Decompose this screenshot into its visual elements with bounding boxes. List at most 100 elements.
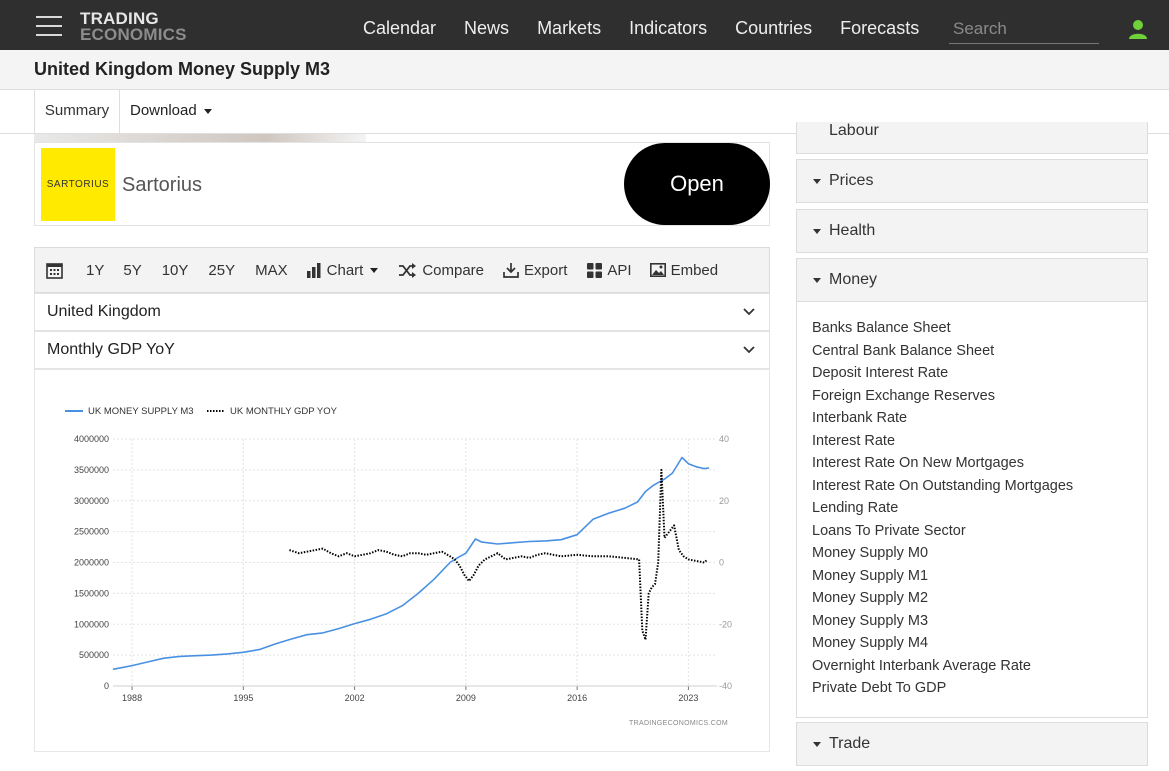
sidebar-item-trade[interactable]: Trade bbox=[796, 722, 1148, 766]
y-right-tick-label: -40 bbox=[719, 681, 732, 691]
range-10y-button[interactable]: 10Y bbox=[161, 261, 189, 279]
sidebar-item-health[interactable]: Health bbox=[796, 209, 1148, 253]
money-indicator-link[interactable]: Private Debt To GDP bbox=[812, 680, 947, 696]
y-left-tick-label: 3500000 bbox=[74, 465, 109, 475]
tab-download-label: Download bbox=[130, 102, 197, 119]
search-input[interactable] bbox=[949, 14, 1099, 44]
range-25y-button[interactable]: 25Y bbox=[208, 261, 236, 279]
x-tick-label: 2023 bbox=[678, 693, 698, 703]
chart-container: 0 500000 1000000 1500000 2000000 2500000 30000… bbox=[34, 369, 770, 752]
x-tick-label: 2002 bbox=[345, 693, 365, 703]
money-indicator-link[interactable]: Money Supply M0 bbox=[812, 545, 929, 561]
sidebar-item-labour-label: Labour bbox=[829, 122, 879, 139]
money-supply-chart: 0 500000 1000000 1500000 2000000 2500000 30000… bbox=[65, 406, 732, 727]
range-1y-button[interactable]: 1Y bbox=[86, 261, 105, 279]
chart-type-button[interactable]: Chart bbox=[306, 262, 379, 279]
range-5y-button[interactable]: 5Y bbox=[123, 261, 142, 279]
chart-watermark: TRADINGECONOMICS.COM bbox=[629, 720, 728, 727]
money-indicator-link[interactable]: Money Supply M3 bbox=[812, 612, 929, 629]
top-navbar: TRADING ECONOMICS Calendar News Markets … bbox=[0, 0, 1169, 50]
caret-down-icon bbox=[813, 229, 821, 234]
logo-line-2: ECONOMICS bbox=[80, 25, 187, 44]
nav-markets[interactable]: Markets bbox=[537, 18, 602, 38]
compare-indicator-select[interactable]: Monthly GDP YoY bbox=[34, 331, 770, 369]
y-right-tick-label: 40 bbox=[719, 434, 729, 444]
ad-open-button[interactable]: Open bbox=[624, 143, 770, 225]
api-button[interactable]: API bbox=[587, 262, 632, 279]
calendar-icon[interactable] bbox=[46, 262, 68, 279]
y-right-tick-label: -20 bbox=[719, 619, 732, 629]
money-indicator-link[interactable]: Interbank Rate bbox=[812, 410, 908, 426]
ad-image-strip bbox=[34, 134, 366, 142]
caret-down-icon bbox=[203, 108, 212, 114]
export-label: Export bbox=[524, 261, 568, 279]
ad-name: Sartorius bbox=[122, 174, 203, 196]
tab-download[interactable]: Download bbox=[130, 90, 212, 134]
nav-indicators[interactable]: Indicators bbox=[629, 18, 708, 38]
money-indicator-link[interactable]: Overnight Interbank Average Rate bbox=[812, 657, 1031, 674]
sidebar-item-label: Health bbox=[829, 222, 876, 239]
range-max-button[interactable]: MAX bbox=[255, 261, 288, 279]
chart-type-label: Chart bbox=[326, 261, 364, 279]
y-left-tick-label: 2000000 bbox=[74, 558, 109, 568]
chevron-down-icon bbox=[743, 346, 755, 354]
money-indicator-link[interactable]: Banks Balance Sheet bbox=[812, 320, 951, 336]
export-button[interactable]: Export bbox=[503, 262, 567, 279]
y-left-tick-label: 2500000 bbox=[74, 527, 109, 537]
sidebar-item-label: Money bbox=[829, 271, 878, 288]
y-left-tick-label: 0 bbox=[104, 681, 109, 691]
sidebar-item-money[interactable]: Money bbox=[796, 258, 1148, 302]
bar-chart-icon bbox=[306, 262, 321, 278]
sidebar-item-label: Trade bbox=[829, 735, 871, 752]
caret-down-icon bbox=[370, 267, 379, 273]
embed-label: Embed bbox=[670, 261, 719, 279]
nav-countries[interactable]: Countries bbox=[735, 18, 813, 38]
chart-toolbar: 1Y 5Y 10Y 25Y MAX Chart Compare Export A… bbox=[34, 247, 770, 293]
y-left-tick-label: 3000000 bbox=[74, 496, 109, 506]
hamburger-icon[interactable] bbox=[36, 16, 62, 36]
money-indicator-link[interactable]: Interest Rate On Outstanding Mortgages bbox=[812, 477, 1074, 494]
y-right-tick-label: 20 bbox=[719, 496, 729, 506]
sidebar-item-label: Prices bbox=[829, 172, 874, 189]
download-icon bbox=[503, 263, 519, 278]
series-line-0 bbox=[112, 456, 710, 671]
user-icon[interactable] bbox=[1128, 19, 1148, 39]
sidebar-item-prices[interactable]: Prices bbox=[796, 159, 1148, 203]
ad-banner[interactable]: SARTORIUS Sartorius Open bbox=[34, 142, 770, 226]
compare-button[interactable]: Compare bbox=[398, 262, 484, 279]
image-icon bbox=[649, 263, 666, 277]
money-indicator-list: Banks Balance Sheet Central Bank Balance … bbox=[796, 302, 1148, 718]
money-indicator-link[interactable]: Money Supply M1 bbox=[812, 567, 929, 584]
chevron-down-icon bbox=[743, 308, 755, 316]
nav-forecasts[interactable]: Forecasts bbox=[840, 18, 920, 38]
main-nav: Calendar News Markets Indicators Countri… bbox=[349, 0, 933, 50]
money-indicator-link[interactable]: Interest Rate On New Mortgages bbox=[812, 455, 1024, 471]
caret-down-icon bbox=[813, 179, 821, 184]
logo-line-1: TRADING bbox=[80, 9, 159, 28]
legend-label: UK MONEY SUPPLY M3 bbox=[88, 406, 194, 417]
money-indicator-link[interactable]: Money Supply M4 bbox=[812, 635, 929, 651]
money-indicator-link[interactable]: Deposit Interest Rate bbox=[812, 365, 949, 381]
y-right-tick-label: 0 bbox=[719, 558, 724, 568]
nav-news[interactable]: News bbox=[464, 18, 510, 38]
money-indicator-link[interactable]: Interest Rate bbox=[812, 432, 896, 449]
x-tick-label: 1995 bbox=[233, 693, 253, 703]
money-indicator-link[interactable]: Foreign Exchange Reserves bbox=[812, 387, 995, 404]
title-bar: United Kingdom Money Supply M3 bbox=[0, 50, 1169, 90]
money-indicator-link[interactable]: Lending Rate bbox=[812, 500, 899, 516]
country-select[interactable]: United Kingdom bbox=[34, 293, 770, 331]
nav-calendar[interactable]: Calendar bbox=[363, 18, 437, 38]
money-indicator-link[interactable]: Central Bank Balance Sheet bbox=[812, 342, 995, 359]
embed-button[interactable]: Embed bbox=[649, 261, 719, 279]
site-logo[interactable]: TRADING ECONOMICS bbox=[80, 9, 187, 44]
tab-summary[interactable]: Summary bbox=[34, 90, 120, 134]
compare-indicator-value: Monthly GDP YoY bbox=[47, 341, 175, 358]
grid-icon bbox=[587, 262, 603, 278]
y-left-tick-label: 500000 bbox=[79, 650, 109, 660]
legend-label: UK MONTHLY GDP YOY bbox=[230, 406, 338, 417]
money-indicator-link[interactable]: Money Supply M2 bbox=[812, 590, 929, 606]
caret-down-icon bbox=[813, 742, 821, 747]
shuffle-icon bbox=[399, 262, 417, 278]
money-indicator-link[interactable]: Loans To Private Sector bbox=[812, 522, 966, 539]
sidebar-item-labour[interactable]: Labour bbox=[796, 122, 1148, 154]
